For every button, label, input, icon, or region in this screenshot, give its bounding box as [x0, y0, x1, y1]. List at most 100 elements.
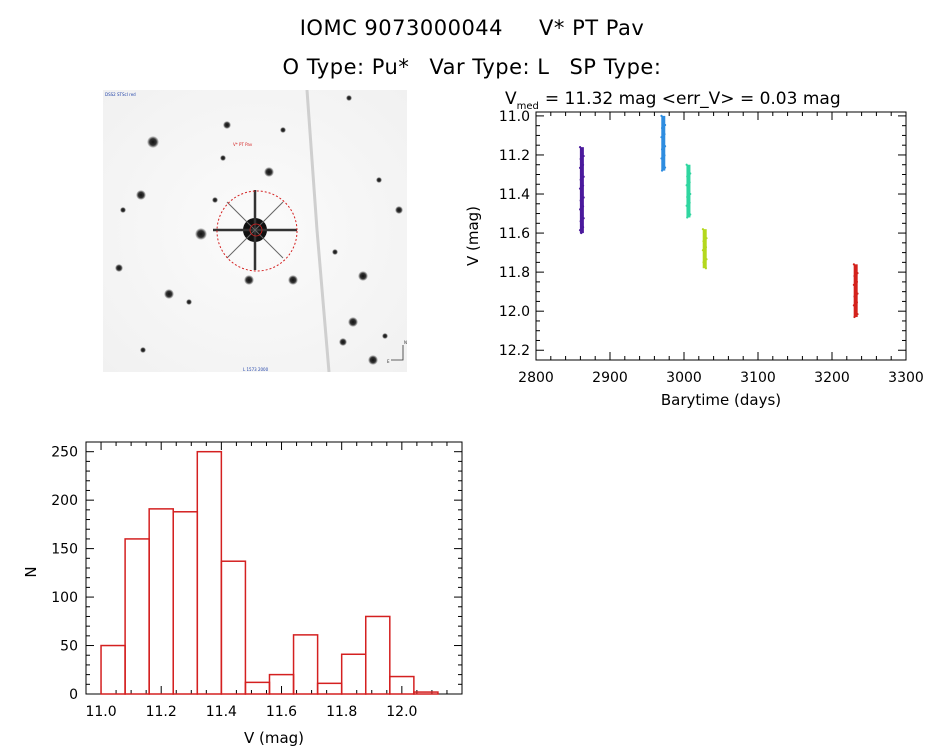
lc-point	[686, 187, 689, 190]
light-curve-title: Vmed = 11.32 mag <err_V> = 0.03 mag	[505, 89, 841, 112]
lc-y-axis: 11.0 11.2 11.4 11.6 11.8 12.0 12.2	[499, 109, 906, 361]
lc-point	[852, 263, 855, 266]
light-curve-chart: Vmed = 11.32 mag <err_V> = 0.03 mag 2800 2…	[464, 89, 924, 409]
lc-y-label: V (mag)	[464, 206, 482, 266]
lc-point	[581, 193, 584, 196]
hist-y-tick-label: 250	[51, 445, 78, 461]
lc-point	[578, 187, 582, 190]
lc-point	[688, 201, 691, 204]
hist-y-axis: 0 50 100 150 200 250	[51, 441, 462, 703]
hist-x-tick-label: 11.6	[266, 704, 297, 720]
lc-point	[580, 169, 583, 172]
lc-x-tick-label: 2800	[518, 370, 554, 386]
lc-point	[580, 211, 583, 214]
hist-y-tick-label: 100	[51, 590, 78, 606]
lc-point	[662, 163, 665, 166]
hist-x-tick-label: 11.4	[206, 704, 237, 720]
lc-point	[662, 151, 665, 154]
lc-x-tick-label: 3200	[814, 370, 850, 386]
lc-point	[579, 157, 582, 161]
lc-x-tick-label: 3000	[666, 370, 702, 386]
lc-point	[701, 249, 705, 252]
lc-point	[660, 148, 664, 151]
hist-x-tick-label: 11.8	[326, 704, 357, 720]
lc-point	[660, 136, 663, 139]
hist-bar	[389, 675, 415, 695]
lc-frame	[535, 111, 907, 361]
lc-point	[580, 160, 583, 164]
lc-point	[685, 163, 688, 166]
lc-point	[579, 178, 582, 181]
hist-frame	[85, 441, 463, 695]
field-stars	[115, 95, 403, 365]
lc-point	[689, 172, 692, 175]
lc-point	[660, 169, 664, 172]
lc-point	[660, 114, 663, 118]
o-type: O Type: Pu*	[282, 55, 410, 79]
lc-point	[686, 166, 689, 169]
lc-point	[702, 261, 705, 264]
lc-point	[703, 243, 706, 246]
hist-bar	[244, 681, 271, 695]
lc-point	[580, 231, 583, 235]
lc-point	[581, 205, 585, 208]
lc-point	[581, 226, 585, 229]
lc-point	[582, 175, 585, 178]
title-subscript: med	[517, 101, 539, 112]
lc-y-tick-label: 11.0	[499, 109, 530, 125]
lc-point	[856, 313, 859, 316]
histogram-chart: 11.0 11.2 11.4 11.6 11.8 12.0 0 50 100 150 200 250…	[22, 441, 463, 747]
lc-point	[581, 172, 584, 175]
lc-point	[853, 274, 856, 278]
hist-bar	[196, 450, 223, 695]
lc-y-tick-label: 12.2	[499, 343, 530, 359]
lc-point	[703, 264, 706, 267]
lc-point	[687, 189, 691, 193]
lc-y-tick-label: 11.8	[499, 265, 530, 281]
hist-bar	[413, 691, 439, 695]
star-name: V* PT Pav	[539, 16, 645, 40]
lc-point	[854, 277, 857, 281]
hist-y-tick-label: 150	[51, 542, 78, 558]
lc-point	[853, 307, 857, 310]
lc-point	[685, 204, 688, 207]
lc-point	[686, 195, 689, 199]
lc-point	[703, 252, 706, 255]
hist-bars	[100, 450, 439, 695]
lc-point	[582, 217, 585, 220]
lc-point	[663, 145, 667, 148]
lc-point	[704, 246, 708, 249]
lc-point	[582, 154, 585, 158]
lc-point	[580, 190, 583, 193]
lc-point	[856, 292, 859, 295]
lc-point	[853, 286, 857, 289]
var-type: Var Type: L	[429, 55, 550, 79]
lc-point	[662, 120, 665, 124]
lc-point	[687, 198, 690, 201]
compass-north-label: N	[404, 340, 407, 345]
sky-image: DSS2 STScI red V* PT Pav L 1573 2000 N E	[103, 90, 407, 372]
lc-point	[660, 157, 663, 160]
sp-type: SP Type:	[569, 55, 662, 79]
lc-point	[853, 295, 856, 298]
lc-point	[578, 208, 582, 211]
lc-point	[661, 160, 664, 163]
survey-label: DSS2 STScI red	[105, 92, 136, 97]
lc-point	[662, 142, 665, 145]
lc-point	[578, 146, 582, 149]
lc-point	[703, 231, 706, 234]
object-name: IOMC 9073000044	[299, 16, 504, 40]
title-v: V	[505, 89, 517, 109]
hist-bar	[148, 508, 174, 695]
lc-point	[660, 126, 664, 130]
lc-point	[581, 184, 585, 187]
hist-bar	[364, 615, 391, 695]
lc-point	[579, 220, 582, 223]
lc-x-tick-label: 3100	[740, 370, 776, 386]
lc-point	[663, 123, 667, 127]
lc-point	[701, 228, 705, 231]
lc-y-tick-label: 12.0	[499, 304, 530, 320]
lc-point	[578, 229, 582, 232]
lc-y-tick-label: 11.4	[499, 187, 530, 203]
lc-x-tick-label: 2900	[592, 370, 628, 386]
